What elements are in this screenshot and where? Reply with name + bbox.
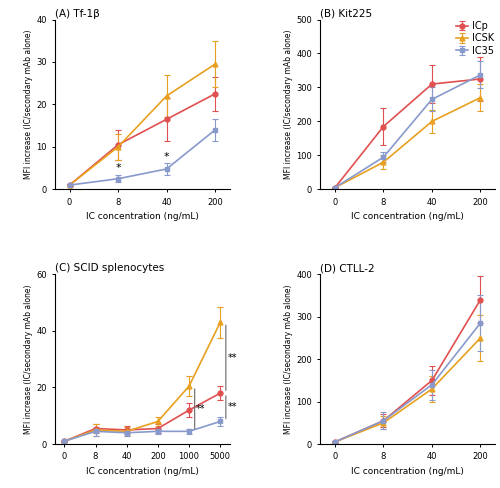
- Y-axis label: MFI increase (IC/secondary mAb alone): MFI increase (IC/secondary mAb alone): [24, 30, 34, 179]
- Text: (B) Kit225: (B) Kit225: [320, 9, 372, 19]
- Text: *: *: [115, 163, 121, 173]
- Y-axis label: MFI increase (IC/secondary mAb alone): MFI increase (IC/secondary mAb alone): [24, 285, 34, 434]
- Text: **: **: [228, 353, 237, 363]
- X-axis label: IC concentration (ng/mL): IC concentration (ng/mL): [352, 212, 464, 221]
- Text: *: *: [164, 152, 170, 162]
- Text: **: **: [196, 404, 205, 414]
- Text: (A) Tf-1β: (A) Tf-1β: [55, 9, 100, 19]
- Y-axis label: MFI increase (IC/secondary mAb alone): MFI increase (IC/secondary mAb alone): [284, 30, 294, 179]
- Text: (C) SCID splenocytes: (C) SCID splenocytes: [55, 264, 164, 273]
- Text: **: **: [228, 402, 237, 412]
- X-axis label: IC concentration (ng/mL): IC concentration (ng/mL): [86, 212, 198, 221]
- X-axis label: IC concentration (ng/mL): IC concentration (ng/mL): [352, 467, 464, 476]
- Legend: ICp, ICSK, IC35: ICp, ICSK, IC35: [456, 21, 494, 56]
- Y-axis label: MFI increase (IC/secondary mAb alone): MFI increase (IC/secondary mAb alone): [284, 285, 294, 434]
- Text: (D) CTLL-2: (D) CTLL-2: [320, 264, 375, 273]
- X-axis label: IC concentration (ng/mL): IC concentration (ng/mL): [86, 467, 198, 476]
